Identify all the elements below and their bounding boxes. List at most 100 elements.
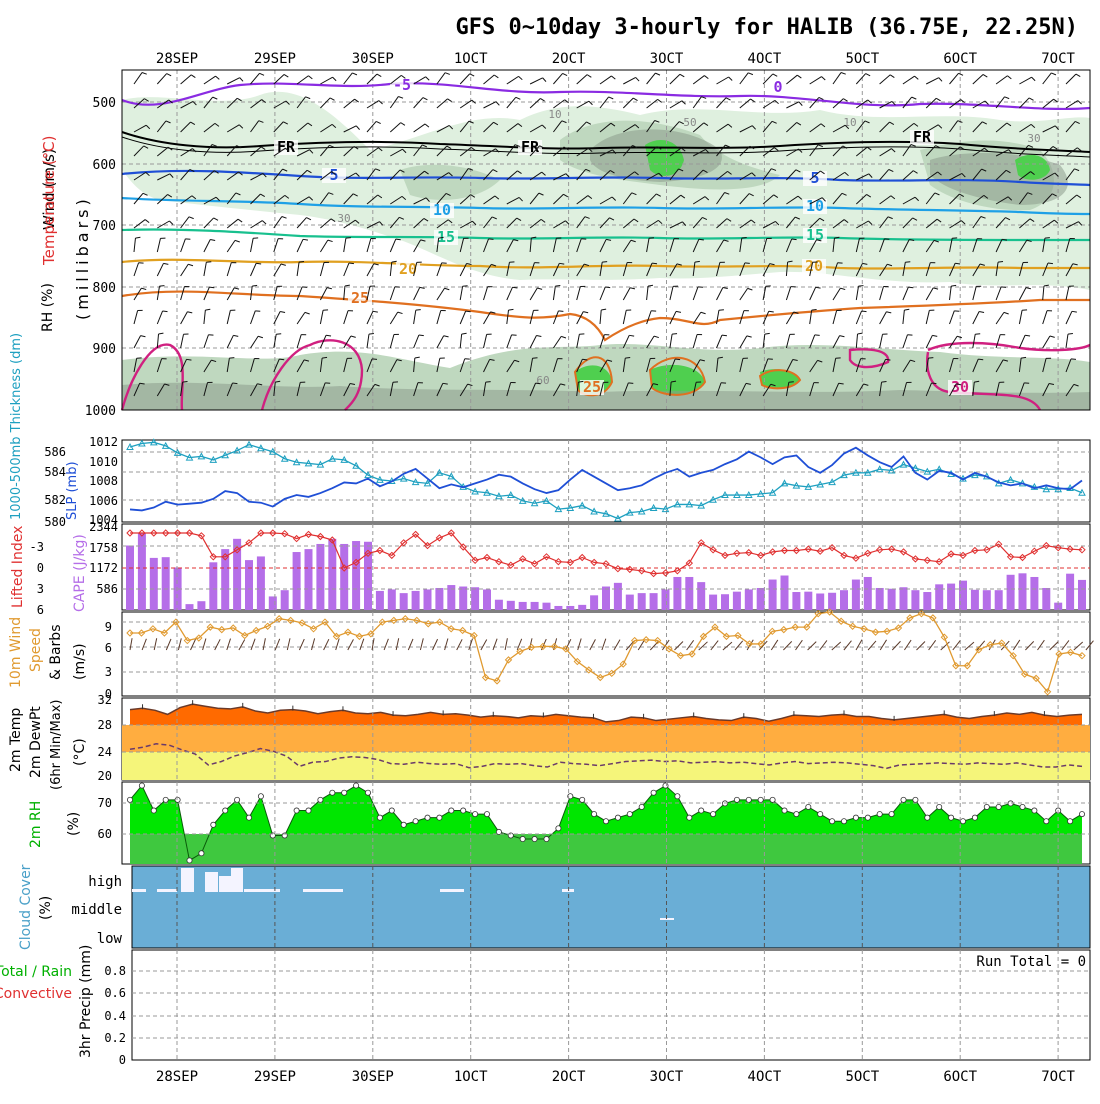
- precip-units: 3hr Precip (mm): [78, 945, 94, 1058]
- cloud-frame: [132, 866, 1090, 948]
- temp-contour-label: 10: [806, 197, 824, 215]
- cape-bar: [316, 544, 324, 610]
- wind-barb-flag: [882, 381, 887, 382]
- wind10-label-3: & Barbs: [48, 625, 64, 681]
- cape-bar: [888, 589, 896, 610]
- date-label-bottom: 28SEP: [156, 1069, 198, 1085]
- rh-point: [806, 804, 811, 809]
- wind10-tick: 6: [105, 641, 112, 655]
- temp-contour-label: 15: [437, 228, 455, 246]
- rh-point: [199, 851, 204, 856]
- rh-point: [889, 811, 894, 816]
- rh-point: [996, 804, 1001, 809]
- rh-point: [354, 783, 359, 788]
- cape-bar: [578, 605, 586, 610]
- rh-point: [663, 783, 668, 788]
- wind-barb-flag: [792, 239, 797, 240]
- date-label-bottom: 2OCT: [552, 1069, 586, 1085]
- date-label-top: 6OCT: [943, 51, 977, 67]
- thickness-tick: 582: [44, 493, 66, 507]
- temp-band-yellow: [122, 752, 1090, 780]
- pressure-tick-label: 700: [93, 219, 116, 234]
- date-label-top: 30SEP: [352, 51, 394, 67]
- wind-barb-flag: [998, 261, 1003, 262]
- rh-point: [175, 797, 180, 802]
- temp-contour-label: FR: [277, 138, 296, 156]
- cape-bar: [757, 588, 765, 610]
- wind-barb-flag: [369, 333, 374, 334]
- precip-panel: 0.80.60.40.20 Run Total = 0 Total / Rain…: [0, 945, 1090, 1067]
- precip-tick: 0.6: [104, 986, 126, 1000]
- wind-barb-flag: [486, 382, 491, 383]
- rh-point: [1044, 819, 1049, 824]
- cloud-block: [219, 876, 231, 892]
- cape-bar: [816, 593, 824, 610]
- cape-bar: [364, 542, 372, 610]
- cape-bar: [340, 544, 348, 610]
- cape-bar: [983, 590, 991, 610]
- date-label-bottom: 29SEP: [254, 1069, 296, 1085]
- thickness-tick: 586: [44, 445, 66, 459]
- wind-barb-flag: [605, 287, 610, 288]
- cape-bar: [531, 602, 539, 610]
- pressure-tick-label: 800: [93, 281, 116, 296]
- wind10-label-2: Speed: [28, 628, 44, 672]
- cape-bar: [1078, 580, 1086, 610]
- wind-barb-flag: [229, 358, 234, 359]
- cape-bar: [554, 606, 562, 610]
- rh-point: [246, 815, 251, 820]
- cape-bar: [733, 592, 741, 610]
- cape-bar: [424, 589, 432, 610]
- precip-frame: [132, 950, 1090, 1060]
- temp2m-tick: 20: [98, 769, 112, 783]
- rh-contour-label: 10: [548, 108, 561, 121]
- rh-point: [937, 804, 942, 809]
- rh-point: [163, 797, 168, 802]
- cape-bar: [566, 606, 574, 610]
- upper-label-temp: Temperature (°C): [40, 136, 58, 266]
- upper-label-rh: RH (%): [40, 283, 56, 332]
- date-label-bottom: 6OCT: [943, 1069, 977, 1085]
- cape-bar: [864, 577, 872, 610]
- rh-point: [306, 808, 311, 813]
- date-label-top: 2OCT: [552, 51, 586, 67]
- date-label-bottom: 3OCT: [650, 1069, 684, 1085]
- rh-point: [603, 819, 608, 824]
- rh-point: [258, 794, 263, 799]
- rh-point: [830, 819, 835, 824]
- cape-bar: [507, 601, 515, 610]
- rh-point: [223, 808, 228, 813]
- wind-barb-flag: [299, 261, 304, 262]
- date-label-bottom: 4OCT: [748, 1069, 782, 1085]
- slp-tick: 1010: [89, 455, 118, 469]
- cape-bar: [150, 558, 158, 610]
- wind-barb-flag: [908, 287, 913, 288]
- rh-point: [413, 819, 418, 824]
- rh-contour-label: 30: [1027, 132, 1040, 145]
- temp-contour-label: 5: [329, 166, 338, 184]
- cape-tick: 2344: [89, 520, 118, 534]
- cape-bar: [662, 589, 670, 610]
- cloud-block: [303, 889, 343, 892]
- cape-bar: [483, 589, 491, 610]
- temp-contour-label: 15: [806, 226, 824, 244]
- rh2m-units: (%): [66, 812, 82, 836]
- cape-bar: [876, 588, 884, 610]
- rh-point: [841, 819, 846, 824]
- temp2m-label-1: 2m Temp: [8, 708, 24, 772]
- wind10-tick: 3: [105, 665, 112, 679]
- cape-bar: [281, 590, 289, 610]
- rh-contour-label: 10: [843, 116, 856, 129]
- cape-bar: [126, 546, 134, 611]
- rh-point: [853, 815, 858, 820]
- rh-point: [235, 797, 240, 802]
- wind-barb-flag: [602, 262, 607, 263]
- rh-point: [627, 811, 632, 816]
- cape-bar: [721, 594, 729, 610]
- rh-point: [960, 819, 965, 824]
- rh-point: [782, 808, 787, 813]
